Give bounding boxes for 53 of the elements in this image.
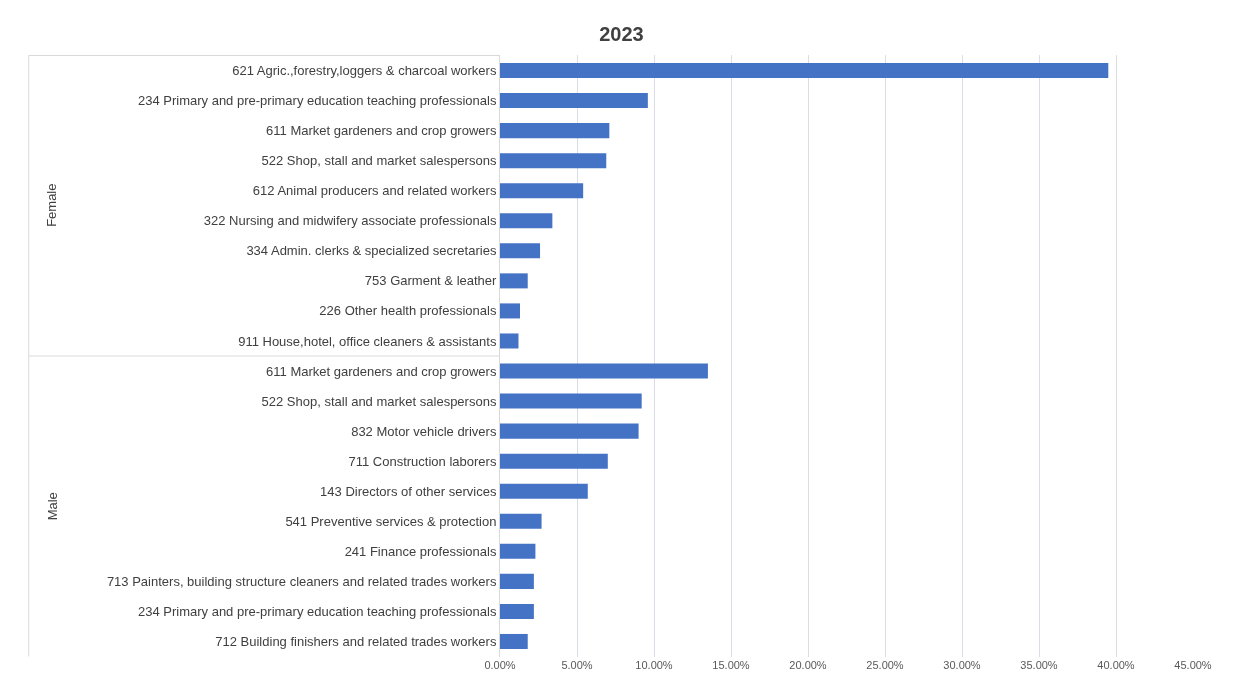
bar bbox=[500, 63, 1109, 79]
y-tick-label: 522 Shop, stall and market salespersons bbox=[261, 153, 497, 169]
bar bbox=[500, 123, 610, 139]
x-tick-label: 5.00% bbox=[561, 659, 593, 671]
x-tick-label: 40.00% bbox=[1097, 659, 1135, 671]
y-tick-label: 711 Construction laborers bbox=[348, 453, 497, 469]
y-tick-label: 832 Motor vehicle drivers bbox=[351, 423, 497, 439]
y-tick-label: 911 House,hotel, office cleaners & assistants bbox=[238, 333, 497, 349]
y-tick-label: 612 Animal producers and related workers bbox=[252, 183, 497, 199]
y-tick-label: 611 Market gardeners and crop growers bbox=[266, 123, 497, 139]
y-tick-label: 611 Market gardeners and crop growers bbox=[266, 363, 497, 379]
y-tick-label: 322 Nursing and midwifery associate professionals bbox=[203, 213, 497, 229]
bar bbox=[500, 453, 608, 469]
y-tick-label: 234 Primary and pre-primary education teaching professionals bbox=[137, 93, 497, 109]
bar bbox=[500, 333, 519, 349]
y-tick-label: 241 Finance professionals bbox=[344, 543, 497, 559]
y-tick-label: 334 Admin. clerks & specialized secretaries bbox=[246, 243, 497, 259]
bar bbox=[500, 393, 642, 409]
text: Female bbox=[44, 183, 60, 227]
y-tick-label: 712 Building finishers and related trades workers bbox=[215, 634, 497, 650]
bar bbox=[500, 633, 528, 649]
bar bbox=[500, 303, 521, 319]
x-tick-label: 45.00% bbox=[1174, 659, 1212, 671]
bar bbox=[500, 513, 542, 529]
x-tick-label: 20.00% bbox=[789, 659, 827, 671]
x-tick-label: 15.00% bbox=[712, 659, 750, 671]
bar bbox=[500, 93, 648, 109]
x-tick-label: 25.00% bbox=[866, 659, 904, 671]
y-tick-label: 713 Painters, building structure cleaners and related trades workers bbox=[106, 573, 497, 589]
bar bbox=[500, 153, 607, 169]
y-tick-label: 522 Shop, stall and market salespersons bbox=[261, 393, 497, 409]
y-tick-label: 621 Agric.,forestry,loggers & charcoal workers bbox=[232, 63, 497, 79]
y-tick-label: 234 Primary and pre-primary education teaching professionals bbox=[137, 603, 497, 619]
bar bbox=[500, 363, 708, 379]
chart-title: 2023 bbox=[599, 23, 644, 46]
y-tick-label: 226 Other health professionals bbox=[319, 303, 497, 319]
bar bbox=[500, 243, 541, 259]
y-tick-label: 541 Preventive services & protection bbox=[285, 513, 497, 529]
x-tick-label: 35.00% bbox=[1020, 659, 1058, 671]
bar bbox=[500, 423, 639, 439]
bar bbox=[500, 603, 534, 619]
x-tick-label: 10.00% bbox=[635, 659, 673, 671]
y-tick-label: 143 Directors of other services bbox=[320, 483, 497, 499]
bar bbox=[500, 273, 528, 289]
bar bbox=[500, 213, 553, 229]
x-tick-label: 0.00% bbox=[484, 659, 516, 671]
y-tick-label: 753 Garment & leather bbox=[364, 273, 498, 289]
bar bbox=[500, 483, 588, 499]
bar bbox=[500, 543, 536, 559]
bar bbox=[500, 183, 584, 199]
text: Male bbox=[44, 492, 60, 521]
bar bbox=[500, 573, 534, 589]
x-tick-label: 30.00% bbox=[943, 659, 981, 671]
